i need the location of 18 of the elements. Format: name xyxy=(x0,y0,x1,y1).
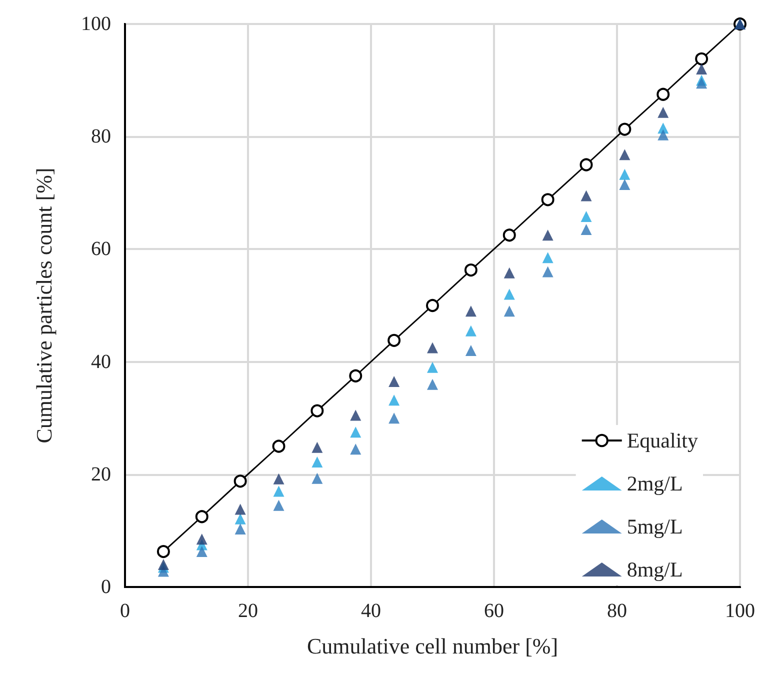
y-axis-title: Cumulative particles count [%] xyxy=(32,168,56,444)
y-tick-label: 20 xyxy=(91,463,111,486)
x-tick-label: 100 xyxy=(725,600,755,622)
y-tick-label: 40 xyxy=(91,350,111,373)
y-tick-label: 100 xyxy=(81,13,111,35)
x-tick-label: 80 xyxy=(607,600,627,622)
legend-label: 8mg/L xyxy=(626,558,683,582)
y-tick-label: 60 xyxy=(91,238,111,260)
x-tick-label: 40 xyxy=(361,600,381,622)
y-tick-label: 80 xyxy=(91,126,111,148)
legend-label: 2mg/L xyxy=(626,472,683,496)
legend-label: 5mg/L xyxy=(626,514,683,538)
legend-label: Equality xyxy=(626,428,698,452)
x-axis-title: Cumulative cell number [%] xyxy=(306,634,558,658)
x-tick-label: 20 xyxy=(238,600,258,622)
x-tick-label: 0 xyxy=(120,600,130,622)
x-tick-label: 60 xyxy=(484,600,504,622)
y-tick-label: 0 xyxy=(101,576,111,598)
